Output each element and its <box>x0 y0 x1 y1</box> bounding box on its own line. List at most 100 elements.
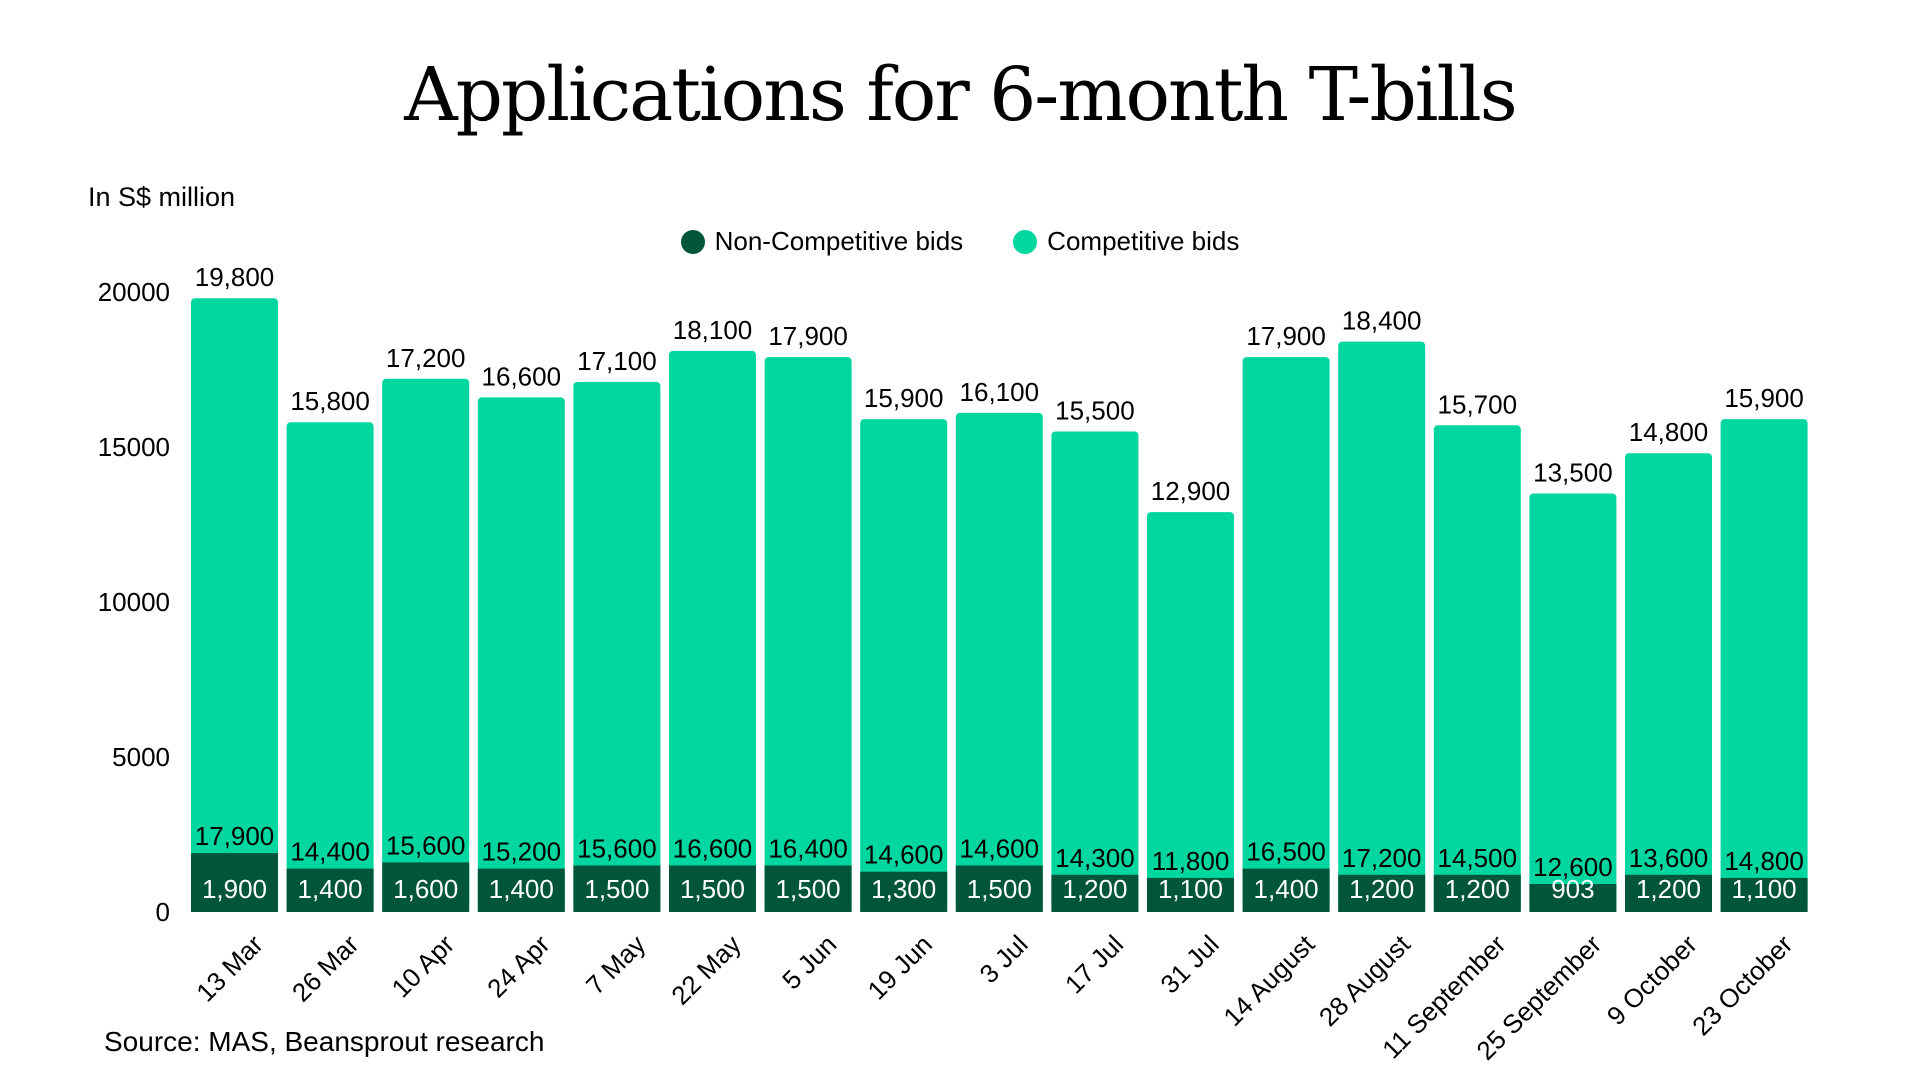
non-competitive-label: 903 <box>1551 874 1594 904</box>
x-tick-label: 7 May <box>580 929 651 1000</box>
non-competitive-label: 1,500 <box>584 874 649 904</box>
competitive-label: 15,200 <box>482 837 562 867</box>
competitive-label: 14,300 <box>1055 843 1135 873</box>
source-note: Source: MAS, Beansprout research <box>104 1026 545 1057</box>
x-tick-label: 17 Jul <box>1059 929 1129 999</box>
bar-competitive <box>477 397 565 912</box>
bar-non-competitive <box>1051 874 1139 912</box>
bar-non-competitive <box>1433 874 1521 912</box>
bar-non-competitive <box>669 865 756 912</box>
bar-non-competitive <box>1625 874 1712 912</box>
bar-competitive <box>573 381 661 912</box>
x-tick-label: 9 October <box>1601 929 1703 1031</box>
bar-non-competitive <box>1529 884 1617 912</box>
bar-competitive <box>1338 341 1426 913</box>
total-label: 15,500 <box>1055 396 1135 426</box>
bar-non-competitive <box>573 865 661 912</box>
competitive-label: 14,500 <box>1438 843 1518 873</box>
x-tick-label: 22 May <box>665 929 747 1011</box>
bar-competitive <box>286 422 374 912</box>
bar-competitive <box>1242 357 1330 913</box>
legend-item-non-competitive: Non-Competitive bids <box>680 226 964 257</box>
bar-competitive <box>1147 512 1234 912</box>
competitive-label: 13,600 <box>1629 843 1709 873</box>
non-competitive-label: 1,500 <box>776 874 841 904</box>
competitive-label: 16,600 <box>673 834 753 864</box>
total-label: 19,800 <box>195 262 275 292</box>
competitive-label: 14,800 <box>1724 846 1804 876</box>
total-label: 17,100 <box>577 346 657 376</box>
non-competitive-label: 1,200 <box>1062 874 1127 904</box>
bar-non-competitive <box>191 853 278 912</box>
total-label: 15,900 <box>864 383 944 413</box>
bar-competitive <box>955 412 1043 912</box>
x-tick-label: 19 Jun <box>862 929 938 1005</box>
bar-non-competitive <box>1242 868 1330 912</box>
y-tick-label: 15000 <box>98 432 170 462</box>
non-competitive-label: 1,500 <box>967 874 1032 904</box>
non-competitive-label: 1,100 <box>1732 874 1797 904</box>
total-label: 15,700 <box>1438 389 1518 419</box>
competitive-label: 16,500 <box>1246 837 1326 867</box>
non-competitive-label: 1,200 <box>1349 874 1414 904</box>
bar-competitive <box>1529 493 1617 912</box>
legend-label: Non-Competitive bids <box>714 226 964 256</box>
competitive-label: 17,200 <box>1342 843 1422 873</box>
total-label: 13,500 <box>1533 458 1613 488</box>
x-tick-label: 3 Jul <box>973 929 1033 989</box>
y-tick-label: 0 <box>156 897 170 927</box>
competitive-label: 11,800 <box>1152 846 1230 876</box>
non-competitive-label: 1,300 <box>871 874 936 904</box>
competitive-label: 17,900 <box>195 821 275 851</box>
legend-label: Competitive bids <box>1047 226 1240 256</box>
non-competitive-label: 1,900 <box>202 874 267 904</box>
bar-non-competitive <box>1147 877 1234 912</box>
chart-title: Applications for 6-month T-bills <box>404 52 1518 138</box>
y-axis-label: In S$ million <box>88 182 236 212</box>
total-label: 17,200 <box>386 343 466 373</box>
bar-competitive <box>191 298 278 912</box>
non-competitive-label: 1,200 <box>1445 874 1510 904</box>
bar-competitive <box>382 378 470 912</box>
competitive-label: 14,600 <box>864 840 944 870</box>
x-tick-label: 13 Mar <box>190 929 269 1008</box>
legend-swatch-dark <box>680 229 705 254</box>
total-label: 15,800 <box>290 386 370 416</box>
bar-non-competitive <box>1720 877 1808 912</box>
x-tick-label: 10 Apr <box>386 929 461 1004</box>
total-label: 15,900 <box>1724 383 1804 413</box>
bar-competitive <box>860 419 948 912</box>
x-tick-label: 31 Jul <box>1154 929 1224 999</box>
y-tick-label: 20000 <box>98 277 170 307</box>
total-label: 18,400 <box>1342 306 1422 336</box>
non-competitive-label: 1,400 <box>1254 874 1319 904</box>
x-tick-label: 5 Jun <box>776 929 842 995</box>
non-competitive-label: 1,200 <box>1636 874 1701 904</box>
total-label: 12,900 <box>1151 476 1231 506</box>
non-competitive-label: 1,400 <box>489 874 554 904</box>
bar-competitive <box>669 350 756 912</box>
y-tick-label: 5000 <box>112 742 170 772</box>
total-label: 16,600 <box>482 361 562 391</box>
legend-item-competitive: Competitive bids <box>1013 226 1239 257</box>
total-label: 16,100 <box>960 377 1040 407</box>
non-competitive-label: 1,600 <box>393 874 458 904</box>
competitive-label: 14,400 <box>290 837 370 867</box>
bar-non-competitive <box>477 868 565 912</box>
x-tick-label: 23 October <box>1686 929 1798 1041</box>
bar-competitive <box>1720 419 1808 912</box>
bar-non-competitive <box>764 865 852 912</box>
competitive-label: 15,600 <box>577 834 657 864</box>
bar-competitive <box>1433 425 1521 912</box>
total-label: 14,800 <box>1629 417 1709 447</box>
bar-competitive <box>1625 453 1712 912</box>
x-tick-label: 26 Mar <box>286 929 365 1008</box>
total-label: 17,900 <box>768 321 848 351</box>
competitive-label: 16,400 <box>768 834 848 864</box>
x-tick-label: 14 August <box>1217 928 1321 1032</box>
non-competitive-label: 1,100 <box>1158 874 1223 904</box>
legend-swatch-light <box>1013 229 1038 254</box>
competitive-label: 15,600 <box>386 830 466 860</box>
non-competitive-label: 1,500 <box>680 874 745 904</box>
